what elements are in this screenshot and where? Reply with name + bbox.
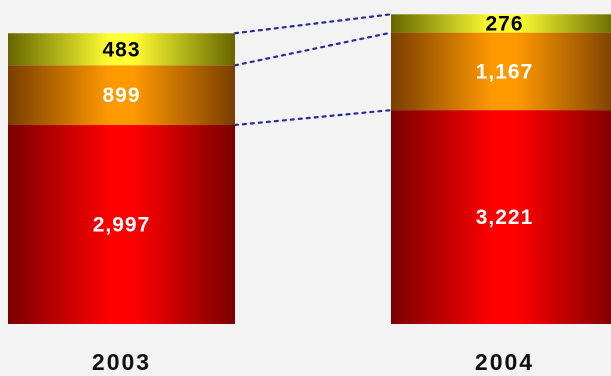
category-label-2003: 2003 xyxy=(92,349,151,375)
category-labels: 2003 2004 xyxy=(92,349,534,375)
bar-segment-2004-2 xyxy=(391,14,611,33)
segment-label-2003-2: 483 xyxy=(102,38,140,61)
bar-segment-2004-0 xyxy=(391,110,611,324)
bar-segments xyxy=(8,14,611,324)
segment-label-2003-1: 899 xyxy=(102,84,140,107)
bar-segment-2003-0 xyxy=(8,124,235,324)
segment-label-2004-2: 276 xyxy=(485,12,523,35)
bar-segment-2004-1 xyxy=(391,32,611,111)
connector-line-0 xyxy=(233,109,393,127)
segment-label-2003-0: 2,997 xyxy=(93,213,151,236)
segment-label-2004-0: 3,221 xyxy=(476,206,534,229)
connector-line-2 xyxy=(233,13,393,35)
bar-segment-2003-1 xyxy=(8,65,235,125)
segment-labels: 2,997 899 483 3,221 1,167 276 xyxy=(93,12,534,236)
connector-line-1 xyxy=(233,31,393,67)
category-label-2004: 2004 xyxy=(475,349,534,375)
bar-segment-2003-2 xyxy=(8,33,235,66)
segment-label-2004-1: 1,167 xyxy=(476,60,534,83)
connector-lines xyxy=(233,13,393,127)
